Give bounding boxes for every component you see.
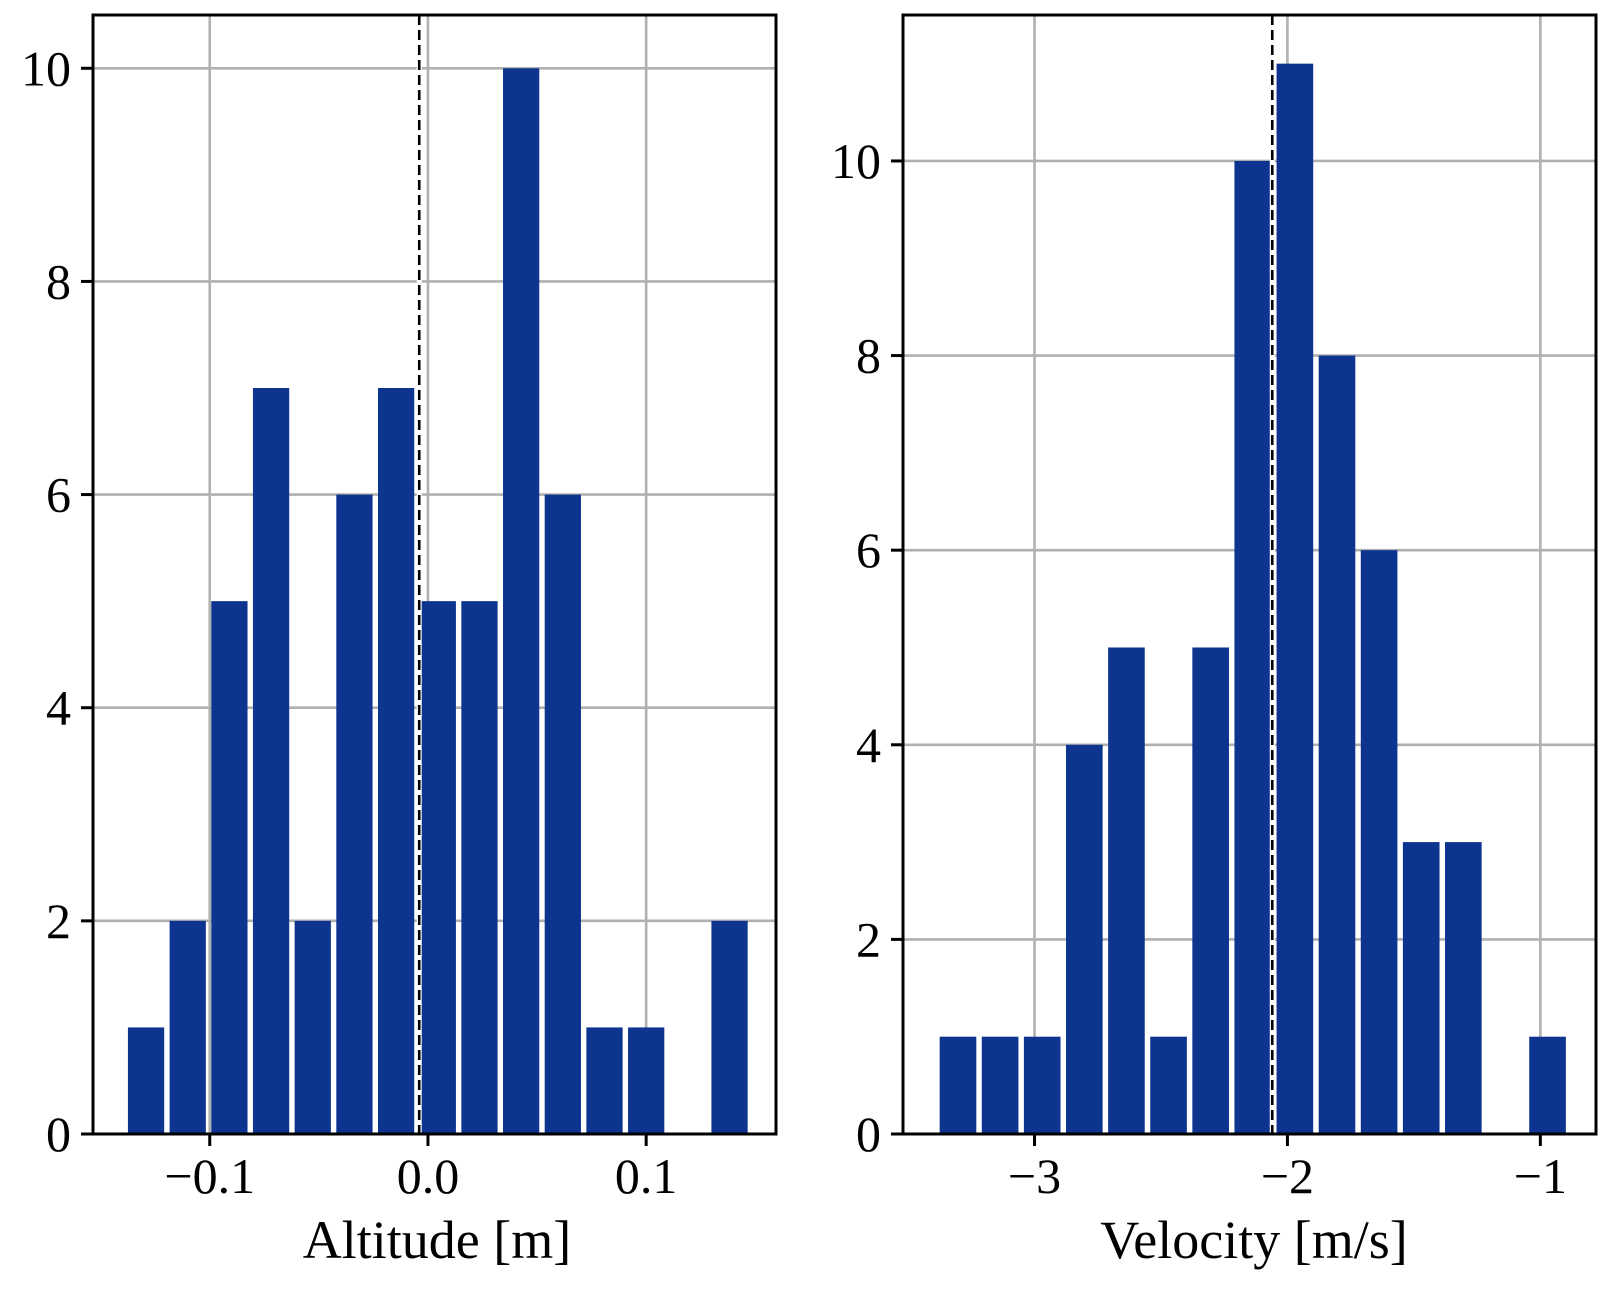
altitude-bar-8 (461, 601, 498, 1134)
velocity-bar-7 (1234, 160, 1272, 1134)
velocity-bar-8 (1276, 63, 1314, 1134)
altitude-y-tick-label-2: 4 (46, 680, 71, 736)
altitude-x-axis-label: Altitude [m] (303, 1210, 571, 1270)
altitude-bar-14 (711, 920, 748, 1134)
altitude-y-tick-label-4: 8 (46, 253, 71, 309)
altitude-y-tick-label-1: 2 (46, 893, 71, 949)
velocity-bar-1 (981, 1036, 1019, 1134)
altitude-bar-5 (336, 494, 373, 1135)
velocity-y-tick-label-2: 4 (856, 717, 881, 773)
velocity-y-tick-label-4: 8 (856, 328, 881, 384)
altitude-x-tick-label-2: 0.1 (615, 1148, 678, 1204)
velocity-bar-14 (1529, 1036, 1566, 1134)
altitude-bar-1 (169, 920, 206, 1134)
altitude-bar-3 (252, 388, 290, 1134)
velocity-histogram-panel: −3 −2 −1 0 2 4 6 8 10 Velocity [m/s] (831, 13, 1598, 1270)
velocity-y-tick-label-0: 0 (856, 1106, 881, 1162)
velocity-x-axis-label: Velocity [m/s] (1100, 1210, 1407, 1270)
velocity-axes-border (901, 13, 1598, 1136)
altitude-bar-9 (503, 68, 540, 1134)
velocity-ticks: −3 −2 −1 0 2 4 6 8 10 (831, 133, 1567, 1204)
altitude-axes-border (91, 13, 778, 1136)
altitude-bar-10 (544, 494, 581, 1135)
altitude-y-tick-label-3: 6 (46, 467, 71, 523)
altitude-y-tick-label-5: 10 (21, 40, 71, 96)
velocity-bar-9 (1318, 355, 1356, 1135)
velocity-bar-3 (1066, 744, 1103, 1134)
altitude-bar-6 (377, 388, 415, 1134)
velocity-bar-12 (1445, 842, 1482, 1134)
velocity-bar-11 (1402, 842, 1440, 1134)
velocity-bar-2 (1023, 1036, 1061, 1134)
velocity-axes-frame (901, 13, 1598, 1136)
altitude-ticks: −0.1 0.0 0.1 0 2 4 6 8 10 (21, 40, 677, 1204)
altitude-axes-frame (91, 13, 778, 1136)
altitude-bar-2 (211, 601, 248, 1134)
altitude-y-tick-label-0: 0 (46, 1106, 71, 1162)
altitude-bar-4 (294, 920, 331, 1134)
velocity-y-tick-label-3: 6 (856, 522, 881, 578)
altitude-x-tick-label-1: 0.0 (397, 1148, 460, 1204)
velocity-bar-0 (939, 1036, 977, 1134)
velocity-bar-6 (1192, 647, 1229, 1134)
velocity-y-tick-label-1: 2 (856, 911, 881, 967)
velocity-x-tick-label-0: −3 (1008, 1148, 1061, 1204)
altitude-histogram-panel: −0.1 0.0 0.1 0 2 4 6 8 10 Altitude [m] (21, 13, 778, 1270)
altitude-bar-11 (586, 1027, 623, 1134)
altitude-x-tick-label-0: −0.1 (164, 1148, 255, 1204)
altitude-bar-0 (127, 1027, 165, 1134)
velocity-bars (939, 63, 1566, 1135)
velocity-y-tick-label-5: 10 (831, 133, 881, 189)
velocity-x-tick-label-1: −2 (1261, 1148, 1314, 1204)
altitude-bar-12 (628, 1027, 665, 1134)
altitude-bars (127, 68, 748, 1135)
altitude-bar-7 (419, 601, 456, 1134)
velocity-bar-10 (1360, 550, 1398, 1134)
velocity-bar-4 (1108, 647, 1145, 1134)
velocity-x-tick-label-2: −1 (1514, 1148, 1567, 1204)
velocity-bar-5 (1150, 1036, 1187, 1134)
